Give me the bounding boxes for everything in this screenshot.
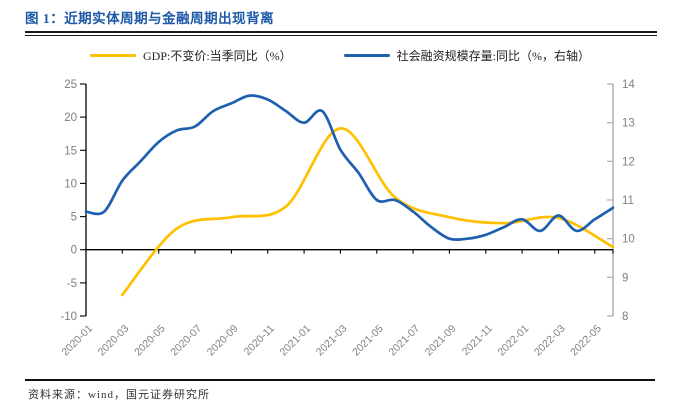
y-axis-right-tick-label: 14: [622, 79, 635, 91]
x-axis-tick-label: 2020-03: [96, 323, 132, 359]
social-financing-line: [84, 94, 615, 242]
y-axis-left-tick-label: -10: [60, 311, 77, 323]
y-axis-left-tick-label: -5: [67, 278, 77, 290]
y-axis-left-tick-label: 5: [71, 212, 77, 224]
y-axis-left-tick-label: 15: [64, 145, 77, 157]
x-axis-tick-label: 2022-01: [495, 323, 531, 359]
x-axis-tick-label: 2021-03: [314, 323, 350, 359]
y-axis-right-tick-label: 12: [622, 156, 635, 168]
x-axis-tick-label: 2022-05: [568, 323, 604, 359]
y-axis-right-tick-label: 8: [622, 311, 628, 323]
gdp-line: [120, 127, 615, 297]
x-axis-tick-label: 2020-09: [205, 323, 241, 359]
gdp-line-swatch-icon: [89, 53, 136, 58]
y-axis-left-tick-label: 20: [64, 112, 77, 124]
y-axis-left: -10 -5 0 5 10 15 20 25: [60, 79, 87, 323]
y-axis-right-tick-label: 9: [622, 272, 628, 284]
x-axis-tick-label: 2020-05: [132, 323, 168, 359]
x-axis-tick-label: 2020-11: [242, 323, 277, 358]
y-axis-left-tick-label: 0: [71, 245, 77, 257]
chart-legend: GDP:不变价:当季同比（%） 社会融资规模存量:同比（%，右轴）: [0, 47, 680, 64]
y-axis-left-tick-label: 10: [64, 178, 77, 190]
y-axis-right: 8 9 10 11 12 13 14: [607, 79, 635, 323]
data-source: 资料来源：wind，国元证券研究所: [28, 389, 210, 401]
y-axis-right-tick-label: 13: [622, 118, 635, 130]
x-axis: 2020-01 2020-03 2020-05 2020-07 2020-09 2020-…: [59, 249, 614, 359]
x-axis-tick-label: 2021-07: [386, 323, 422, 359]
figure-title: 图 1：近期实体周期与金融周期出现背离: [25, 11, 275, 26]
y-axis-right-tick-label: 10: [622, 234, 635, 246]
legend-label-social-financing: 社会融资规模存量:同比（%，右轴）: [396, 49, 590, 63]
legend-label-gdp: GDP:不变价:当季同比（%）: [142, 49, 292, 63]
x-axis-tick-label: 2021-11: [460, 323, 495, 358]
legend-item-social-financing: 社会融资规模存量:同比（%，右轴）: [343, 47, 590, 64]
y-axis-left-tick-label: 25: [64, 79, 77, 91]
x-axis-tick-label: 2021-09: [423, 323, 459, 359]
legend-item-gdp: GDP:不变价:当季同比（%）: [89, 47, 292, 64]
title-divider: [25, 31, 657, 36]
x-axis-tick-label: 2022-03: [532, 323, 568, 359]
y-axis-right-tick-label: 11: [622, 195, 634, 207]
x-axis-tick-label: 2021-05: [350, 323, 386, 359]
x-axis-tick-label: 2020-01: [59, 323, 95, 359]
x-axis-tick-label: 2020-07: [168, 323, 204, 359]
social-financing-line-swatch-icon: [343, 53, 390, 58]
x-axis-tick-label: 2021-01: [277, 323, 313, 359]
footer-divider: [25, 379, 655, 381]
